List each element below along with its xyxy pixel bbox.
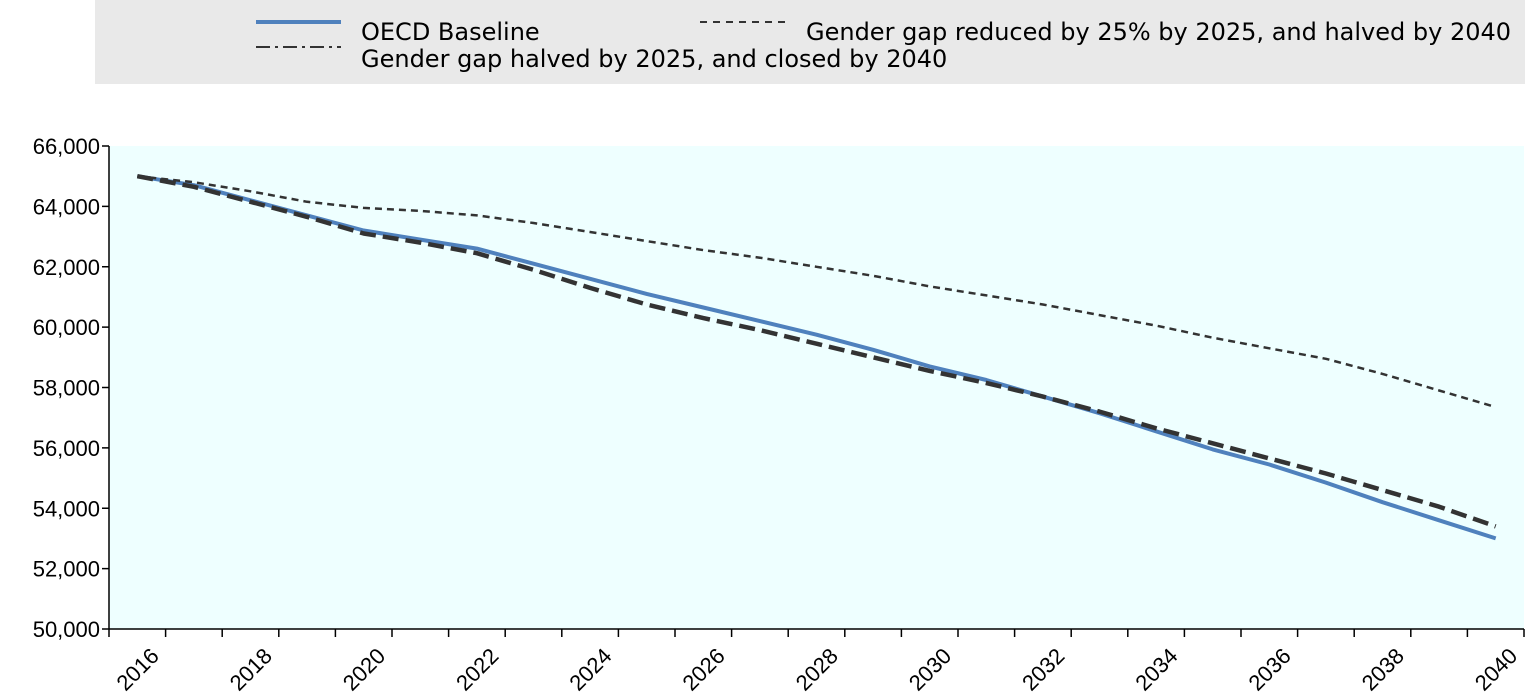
x-tick-label: 2024 [564, 643, 616, 695]
legend-background [95, 0, 1525, 84]
series-layer [136, 173, 1497, 541]
legend-label-reduced: Gender gap reduced by 25% by 2025, and h… [806, 18, 1511, 46]
x-tick-label: 2020 [338, 643, 390, 695]
legend-label-halved: Gender gap halved by 2025, and closed by… [361, 45, 947, 73]
y-tick-label: 60,000 [33, 315, 100, 340]
legend: OECD Baseline Gender gap reduced by 25% … [95, 0, 1525, 84]
x-tick-label: 2022 [451, 643, 503, 695]
y-tick-label: 52,000 [33, 557, 100, 582]
x-tick-label: 2032 [1017, 643, 1069, 695]
axes: 50,000 52,000 54,000 56,000 58,000 60,000 62,0… [33, 134, 1525, 695]
x-tick-label: 2028 [791, 643, 843, 695]
x-tick-label: 2018 [225, 643, 277, 695]
y-tick-label: 56,000 [33, 436, 100, 461]
series-line-dashdot [136, 173, 1497, 529]
y-tick-label: 58,000 [33, 376, 100, 401]
legend-label-baseline: OECD Baseline [361, 18, 540, 46]
y-tick-label: 64,000 [33, 194, 100, 219]
y-tick-label: 66,000 [33, 134, 100, 159]
x-tick-label: 2040 [1470, 643, 1522, 695]
x-tick-label: 2030 [904, 643, 956, 695]
x-tick-label: 2038 [1357, 643, 1409, 695]
x-tick-label: 2026 [678, 643, 730, 695]
x-tick-label: 2036 [1244, 643, 1296, 695]
series-line-solid [136, 174, 1497, 541]
x-tick-label: 2034 [1130, 643, 1182, 695]
y-tick-label: 54,000 [33, 496, 100, 521]
x-tick-label: 2016 [112, 643, 164, 695]
series-line-dashed [137, 174, 1497, 409]
y-tick-label: 62,000 [33, 255, 100, 280]
y-tick-label: 50,000 [33, 617, 100, 642]
